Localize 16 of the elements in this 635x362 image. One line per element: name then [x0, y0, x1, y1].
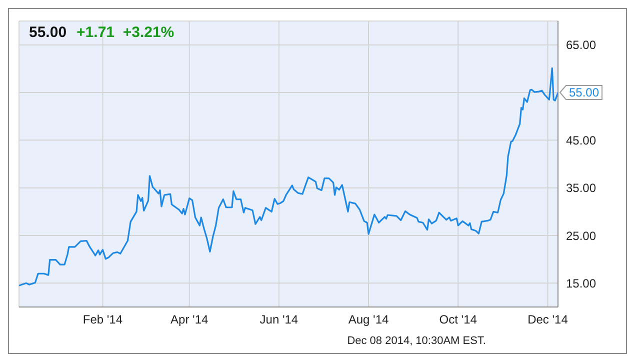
- line-series: [19, 67, 558, 286]
- y-tick-label: 15.00: [566, 276, 596, 290]
- chart-subtitle: +1.71 +3.21%: [76, 24, 174, 41]
- chart-title: 55.00: [29, 24, 67, 41]
- x-tick-label: Aug '14: [348, 312, 390, 327]
- x-tick-label: Apr '14: [170, 312, 209, 327]
- y-tick-label: 45.00: [566, 133, 596, 148]
- y-tick-label: 35.00: [566, 181, 596, 196]
- y-tick-label: 65.00: [566, 38, 596, 52]
- x-tick-label: Oct '14: [439, 312, 478, 327]
- x-tick-label: Jun '14: [260, 312, 298, 327]
- text: Dec 08 2014, 10:30AM EST.: [347, 335, 486, 347]
- x-tick-label: Feb '14: [82, 312, 123, 327]
- annotation: 55.00: [568, 86, 600, 100]
- y-tick-label: 25.00: [566, 228, 596, 243]
- x-tick-label: Dec '14: [528, 312, 568, 327]
